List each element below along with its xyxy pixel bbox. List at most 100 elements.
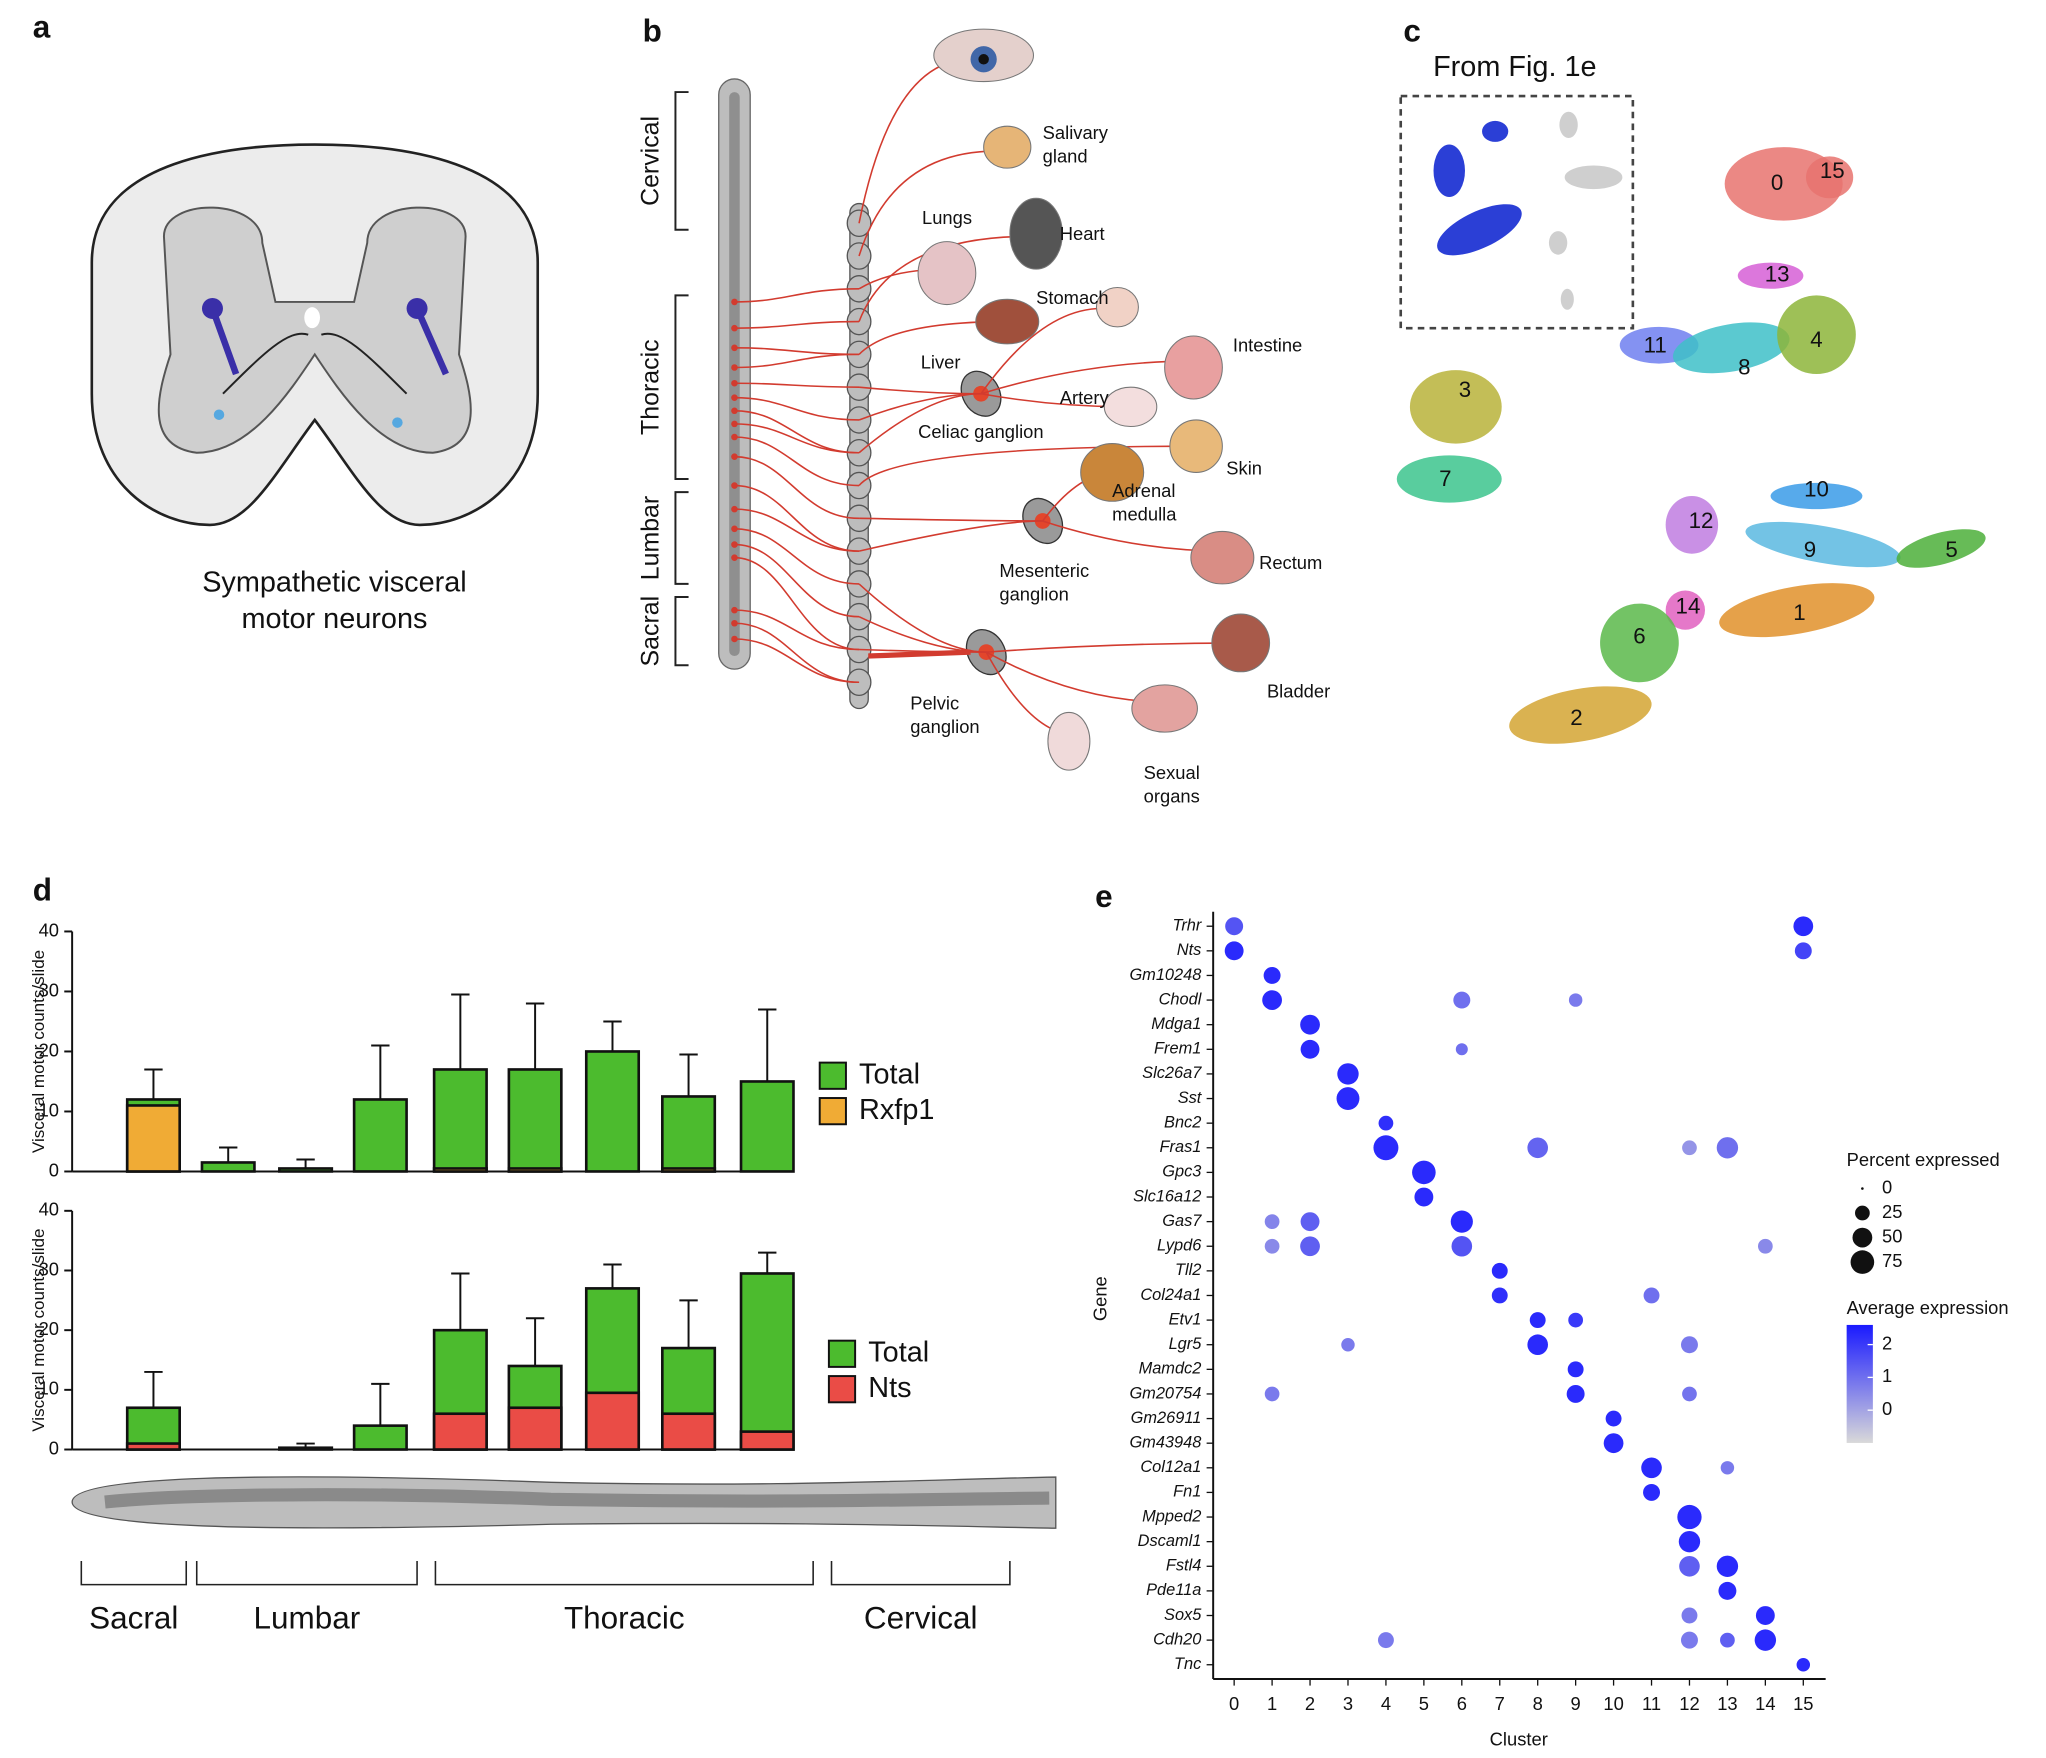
gene-label: Nts (1177, 941, 1202, 959)
organ-icon (1169, 419, 1223, 473)
dot (1263, 966, 1281, 984)
bar (352, 1424, 408, 1451)
nerve-dot (731, 298, 738, 306)
label: 6 (1633, 624, 1645, 649)
gene-label: Col12a1 (1140, 1458, 1201, 1476)
bar (584, 1391, 641, 1451)
spinal-cord-core (104, 1488, 1050, 1509)
error-bar (451, 1272, 470, 1331)
bar (432, 1068, 488, 1173)
gene-label: Frem1 (1154, 1040, 1201, 1058)
panel-letter: e (1095, 879, 1113, 914)
error-bar (296, 1158, 315, 1169)
label: Sacral (89, 1600, 178, 1635)
gene-label: Slc26a7 (1142, 1064, 1202, 1082)
nerve (858, 150, 997, 257)
dot (1264, 1238, 1280, 1254)
dot (1451, 1235, 1473, 1257)
label: Liver (921, 351, 961, 372)
dot (1377, 1632, 1394, 1649)
pelvic-nerve (868, 649, 971, 659)
error-bar (525, 1002, 545, 1070)
label: 0 (1771, 170, 1783, 195)
nerve-dot (731, 635, 738, 643)
nerve-dot (731, 554, 738, 561)
label: Cervical (636, 116, 664, 206)
panel-letter: d (33, 872, 52, 907)
size-legend-label: 75 (1882, 1250, 1902, 1271)
dot (1680, 1631, 1698, 1649)
bar (507, 1068, 563, 1173)
dot (1757, 1238, 1773, 1254)
error-bar (525, 1317, 545, 1366)
colorbar-label: 2 (1882, 1332, 1892, 1353)
label: 8 (1738, 355, 1750, 380)
error-bar (758, 1008, 777, 1082)
y-tick-label: 30 (39, 979, 59, 1000)
umap-cluster (1777, 295, 1856, 375)
label: organs (1144, 786, 1200, 807)
nerve (858, 235, 1030, 322)
y-tick-label: 30 (39, 1258, 59, 1279)
gene-label: Trhr (1173, 917, 1202, 935)
region-bracket (674, 91, 689, 231)
dot (1793, 916, 1814, 937)
dot (1453, 991, 1471, 1009)
label: Cluster (1490, 1729, 1548, 1750)
label: Lumbar (636, 496, 664, 580)
dot (1300, 1236, 1320, 1257)
umap-cluster (1509, 686, 1652, 744)
nerve (859, 471, 1115, 522)
dot (1755, 1606, 1775, 1625)
legend-label: Rxfp1 (859, 1094, 934, 1126)
nerve (858, 58, 971, 224)
inset-umap (1433, 111, 1623, 310)
region-bracket (80, 1561, 188, 1586)
bar (507, 1406, 563, 1451)
nerve-dot (731, 420, 738, 428)
label: Thoracic (636, 339, 664, 435)
nerve (858, 392, 1128, 454)
umap-cluster (1770, 482, 1863, 510)
nerve (734, 353, 860, 369)
dot (1450, 1210, 1473, 1233)
label: Adrenal (1112, 480, 1175, 501)
label: Intestine (1233, 334, 1302, 355)
label: Lungs (922, 207, 972, 228)
nerve (734, 436, 860, 487)
dot (1605, 1410, 1622, 1427)
bar (432, 1412, 488, 1451)
size-legend-label: 25 (1882, 1201, 1902, 1222)
label: motor neurons (241, 603, 427, 635)
label: Sacral (636, 596, 664, 667)
bar (200, 1161, 256, 1173)
dot (1264, 1214, 1280, 1229)
dot (1603, 1433, 1624, 1454)
label: Cervical (864, 1600, 978, 1635)
dot (1643, 1483, 1661, 1501)
label: gland (1043, 145, 1088, 166)
gene-label: Gm43948 (1129, 1434, 1202, 1452)
dot (1716, 1137, 1739, 1159)
dot (1720, 1461, 1735, 1475)
nerve (734, 508, 860, 552)
dot (1682, 1386, 1697, 1402)
label: 4 (1810, 327, 1822, 352)
dot (1300, 1014, 1320, 1035)
nerve (734, 528, 860, 585)
dot (1718, 1581, 1737, 1600)
label: 12 (1689, 508, 1714, 533)
bar (125, 1104, 181, 1173)
label: ganglion (999, 584, 1068, 605)
gene-label: Gm20754 (1129, 1384, 1201, 1402)
gene-label: Slc16a12 (1133, 1187, 1201, 1205)
dot (1336, 1087, 1360, 1110)
legend-label: Total (868, 1336, 929, 1368)
organ-icon (1164, 335, 1223, 400)
dot (1378, 1115, 1394, 1131)
x-tick-label: 13 (1717, 1693, 1737, 1714)
dot (1682, 1140, 1697, 1156)
gene-label: Etv1 (1169, 1310, 1202, 1328)
umap-cluster (1396, 455, 1502, 503)
